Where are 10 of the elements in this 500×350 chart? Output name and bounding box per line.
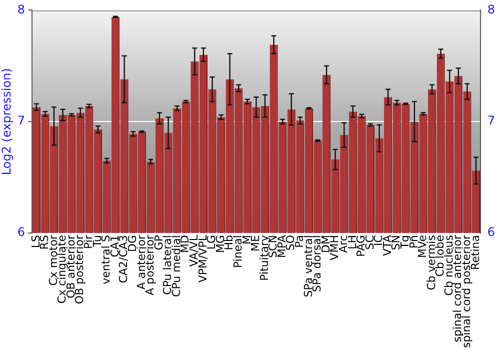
- y-axis-title: Log2 (expression): [0, 68, 14, 176]
- y2-tick-label: 7: [487, 114, 496, 128]
- y2-tick-label: 6: [487, 225, 496, 240]
- y2-tick-label: 8: [487, 2, 496, 16]
- y-tick-label: 7: [17, 114, 26, 128]
- x-tick-label: OB posterior: [73, 234, 86, 304]
- y-tick-label: 6: [17, 225, 26, 240]
- y-tick-label: 8: [17, 2, 26, 16]
- x-tick-label: A posterior: [144, 234, 157, 296]
- x-tick-label: Tg: [398, 235, 412, 250]
